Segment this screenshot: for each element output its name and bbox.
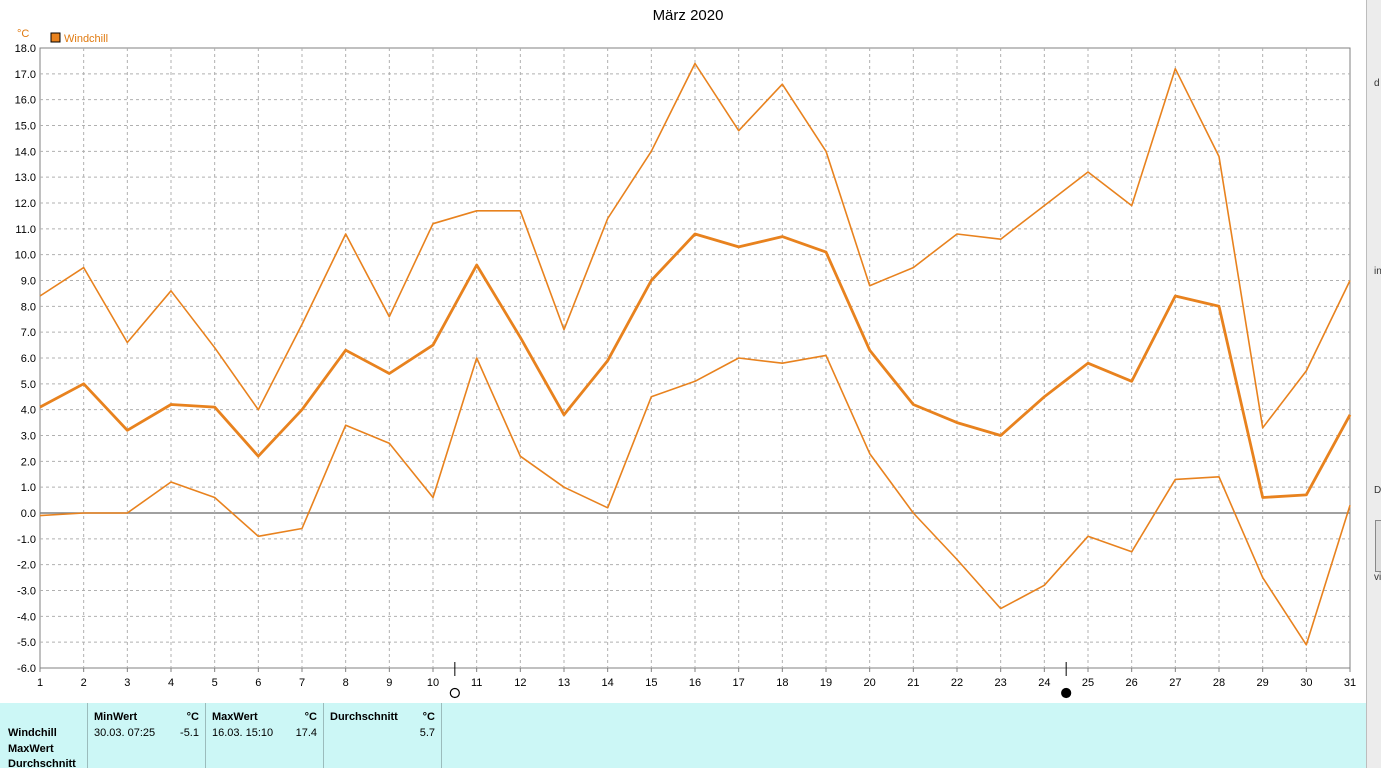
full-moon-icon: [449, 687, 460, 699]
min-unit: °C: [186, 711, 199, 723]
y-tick-label: -6.0: [17, 663, 36, 675]
x-tick-label: 20: [864, 677, 876, 689]
x-tick-label: 18: [776, 677, 788, 689]
series-line-3: [39, 354, 1351, 646]
x-tick-label: 16: [689, 677, 701, 689]
max-unit: °C: [304, 711, 317, 723]
side-panel-char: d: [1374, 78, 1380, 89]
y-axis-unit: °C: [17, 28, 29, 40]
stats-row-label: Windchill: [8, 727, 57, 739]
y-tick-label: 17.0: [15, 69, 36, 81]
y-axis-ticks: 18.0 17.0 16.0 15.0 14.0 13.0 12.0 11.0 10.0 9.0 8…: [15, 43, 36, 675]
y-tick-label: 9.0: [21, 276, 36, 288]
x-tick-label: 26: [1126, 677, 1138, 689]
stats-max-column: MaxWert °C 16.03. 15:10 17.4: [206, 703, 324, 768]
y-tick-label: 0.0: [21, 508, 36, 520]
y-tick-label: 18.0: [15, 43, 36, 55]
x-tick-label: 1: [37, 677, 43, 689]
stats-label-column: [0, 703, 88, 768]
min-value: -5.1: [180, 727, 199, 739]
x-tick-label: 6: [255, 677, 261, 689]
moon-markers: [449, 662, 1072, 699]
legend: Windchill: [50, 32, 108, 45]
series-group: [39, 62, 1352, 646]
x-tick-label: 10: [427, 677, 439, 689]
new-moon-icon: [1061, 687, 1072, 699]
avg-header: Durchschnitt: [330, 711, 398, 723]
x-axis-ticks: 1 2 3 4 5 6 7 8 9 10 11 12 13 14 15 16 17 18 19 20 21 22 23 24 2…: [37, 668, 1356, 689]
x-tick-label: 8: [343, 677, 349, 689]
x-tick-label: 30: [1300, 677, 1312, 689]
x-tick-label: 27: [1169, 677, 1181, 689]
avg-unit: °C: [422, 711, 435, 723]
y-tick-label: 6.0: [21, 353, 36, 365]
avg-value: 5.7: [419, 727, 435, 739]
x-tick-label: 29: [1257, 677, 1269, 689]
grid: [40, 48, 1350, 668]
y-tick-label: 5.0: [21, 379, 36, 391]
x-tick-label: 19: [820, 677, 832, 689]
y-tick-label: 2.0: [21, 456, 36, 468]
x-tick-label: 13: [558, 677, 570, 689]
stats-row-label: MaxWert: [8, 743, 54, 755]
y-tick-label: -3.0: [17, 586, 36, 598]
x-tick-label: 4: [168, 677, 174, 689]
legend-swatch: [50, 32, 61, 43]
side-panel-edge: d in D vi: [1366, 0, 1381, 768]
x-tick-label: 9: [386, 677, 392, 689]
y-tick-label: 16.0: [15, 95, 36, 107]
x-tick-label: 5: [212, 677, 218, 689]
x-tick-label: 3: [124, 677, 130, 689]
y-tick-label: 1.0: [21, 482, 36, 494]
x-tick-label: 23: [995, 677, 1007, 689]
y-tick-label: -5.0: [17, 637, 36, 649]
max-datetime: 16.03. 15:10: [212, 727, 274, 739]
x-tick-label: 12: [514, 677, 526, 689]
statistics-table: Windchill MaxWert Durchschnitt MinWert °…: [0, 703, 1366, 770]
min-header: MinWert: [94, 711, 138, 723]
y-tick-label: 11.0: [15, 224, 36, 236]
y-tick-label: 12.0: [15, 198, 36, 210]
side-panel-char: in: [1374, 266, 1381, 277]
side-panel-char: D: [1374, 485, 1381, 496]
x-tick-label: 24: [1038, 677, 1050, 689]
x-tick-label: 11: [471, 677, 482, 689]
max-header: MaxWert: [212, 711, 258, 723]
x-tick-label: 14: [602, 677, 614, 689]
x-tick-label: 22: [951, 677, 963, 689]
y-tick-label: -4.0: [17, 611, 36, 623]
x-tick-label: 15: [645, 677, 657, 689]
y-tick-label: 4.0: [21, 405, 36, 417]
chart: März 2020 °C Windchill 18.017.016.015.01…: [15, 7, 1356, 699]
max-value: 17.4: [295, 727, 317, 739]
y-tick-label: 14.0: [15, 146, 36, 158]
y-tick-label: 8.0: [21, 301, 36, 313]
min-datetime: 30.03. 07:25: [94, 727, 156, 739]
side-panel-char: vi: [1374, 572, 1381, 583]
x-tick-label: 25: [1082, 677, 1094, 689]
y-tick-label: -1.0: [17, 534, 36, 546]
y-tick-label: 15.0: [15, 121, 36, 133]
x-tick-label: 28: [1213, 677, 1225, 689]
y-tick-label: -2.0: [17, 560, 36, 572]
x-tick-label: 7: [299, 677, 305, 689]
stats-min-column: MinWert °C 30.03. 07:25 -5.1: [87, 703, 206, 768]
series-line-1: [39, 62, 1351, 429]
y-tick-label: 13.0: [15, 172, 36, 184]
series-line-2: [39, 232, 1352, 499]
side-scrollbar[interactable]: [1375, 520, 1381, 572]
x-tick-label: 21: [907, 677, 919, 689]
stats-avg-column: Durchschnitt °C 5.7: [324, 703, 442, 768]
y-tick-label: 7.0: [21, 327, 36, 339]
x-tick-label: 17: [733, 677, 745, 689]
x-tick-label: 2: [81, 677, 87, 689]
x-tick-label: 31: [1344, 677, 1356, 689]
legend-label: Windchill: [64, 33, 108, 45]
y-tick-label: 10.0: [15, 250, 36, 262]
chart-title: März 2020: [653, 7, 724, 24]
y-tick-label: 3.0: [21, 431, 36, 443]
stats-row-label: Durchschnitt: [8, 758, 76, 770]
